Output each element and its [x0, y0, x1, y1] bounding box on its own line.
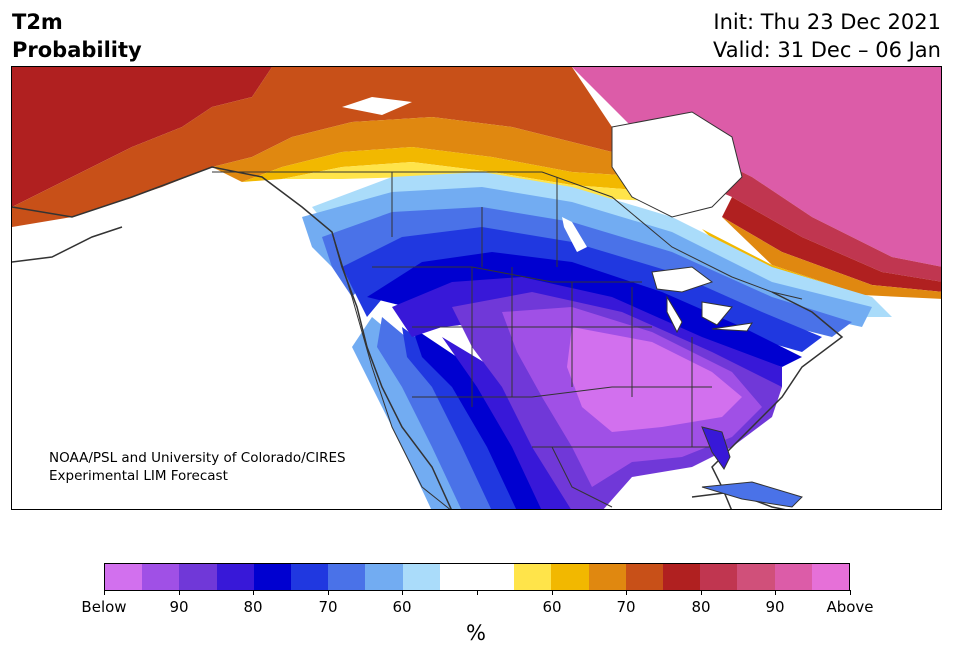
great-lakes	[651, 266, 753, 334]
colorbar-tick	[775, 590, 776, 595]
colorbar-tick	[328, 590, 329, 595]
map-canvas	[12, 67, 941, 509]
colorbar-swatch	[291, 564, 329, 590]
colorbar-tick	[552, 590, 553, 595]
credit-line-2: Experimental LIM Forecast	[49, 468, 228, 484]
colorbar-tick	[253, 590, 254, 595]
colorbar-tick-label: 80	[243, 598, 263, 616]
colorbar-tick	[701, 590, 702, 595]
colorbar-swatch	[774, 564, 812, 590]
colorbar-swatch	[811, 564, 850, 590]
colorbar-tick	[179, 590, 180, 595]
colorbar-tick-label: 70	[318, 598, 338, 616]
arctic-white-patch	[342, 97, 412, 115]
title-line-2: Probability	[12, 38, 142, 62]
forecast-map	[11, 66, 942, 510]
chart-title: T2m Probability	[12, 8, 142, 64]
colorbar-swatch	[477, 564, 515, 590]
colorbar-ticks	[0, 590, 953, 598]
above-region-red-orange	[12, 67, 632, 227]
below-region-navy	[367, 252, 802, 509]
colorbar	[104, 563, 850, 591]
colorbar-swatch	[179, 564, 217, 590]
colorbar-swatch	[253, 564, 292, 590]
below-region-orchid	[567, 327, 742, 432]
colorbar-swatch	[365, 564, 403, 590]
below-region-indigo	[392, 277, 782, 509]
colorbar-swatch	[700, 564, 738, 590]
colorbar-swatch	[328, 564, 366, 590]
colorbar-swatch	[402, 564, 440, 590]
colorbar-swatch	[588, 564, 626, 590]
credit: NOAA/PSL and University of Colorado/CIRE…	[49, 449, 346, 485]
colorbar-tick	[850, 590, 851, 595]
init-date: Init: Thu 23 Dec 2021	[713, 10, 941, 34]
colorbar-swatch	[439, 564, 478, 590]
lake-winnipeg	[562, 217, 587, 252]
cuba	[701, 481, 803, 508]
valid-range: Valid: 31 Dec – 06 Jan	[712, 38, 941, 62]
colorbar-swatch	[737, 564, 775, 590]
hudson-bay	[611, 111, 743, 218]
colorbar-tick	[477, 590, 478, 595]
colorbar-tick	[402, 590, 403, 595]
above-region-east-orange	[722, 217, 941, 299]
above-region-deep-red	[12, 67, 272, 207]
colorbar-tick-label: Above	[826, 598, 874, 616]
florida	[701, 426, 731, 470]
colorbar-swatch	[216, 564, 254, 590]
colorbar-tick-label: 80	[691, 598, 711, 616]
title-line-1: T2m	[12, 10, 63, 34]
colorbar-unit: %	[466, 621, 486, 645]
colorbar-tick-label: 70	[616, 598, 636, 616]
colorbar-tick	[626, 590, 627, 595]
colorbar-swatch	[663, 564, 701, 590]
colorbar-swatch	[142, 564, 180, 590]
colorbar-tick	[104, 590, 105, 595]
above-region-east-red	[722, 197, 941, 292]
below-region-cornflower	[322, 207, 852, 509]
colorbar-tick-label: 60	[392, 598, 412, 616]
below-region-royal	[342, 227, 822, 509]
colorbar-swatch	[105, 564, 143, 590]
colorbar-tick-label: 90	[765, 598, 785, 616]
colorbar-tick-label: Below	[81, 598, 127, 616]
colorbar-tick-label: 90	[169, 598, 189, 616]
credit-line-1: NOAA/PSL and University of Colorado/CIRE…	[49, 450, 346, 466]
colorbar-swatch	[551, 564, 589, 590]
colorbar-swatch	[514, 564, 552, 590]
colorbar-swatch	[625, 564, 664, 590]
forecast-dates: Init: Thu 23 Dec 2021 Valid: 31 Dec – 06…	[713, 8, 941, 64]
colorbar-tick-label: 60	[542, 598, 562, 616]
